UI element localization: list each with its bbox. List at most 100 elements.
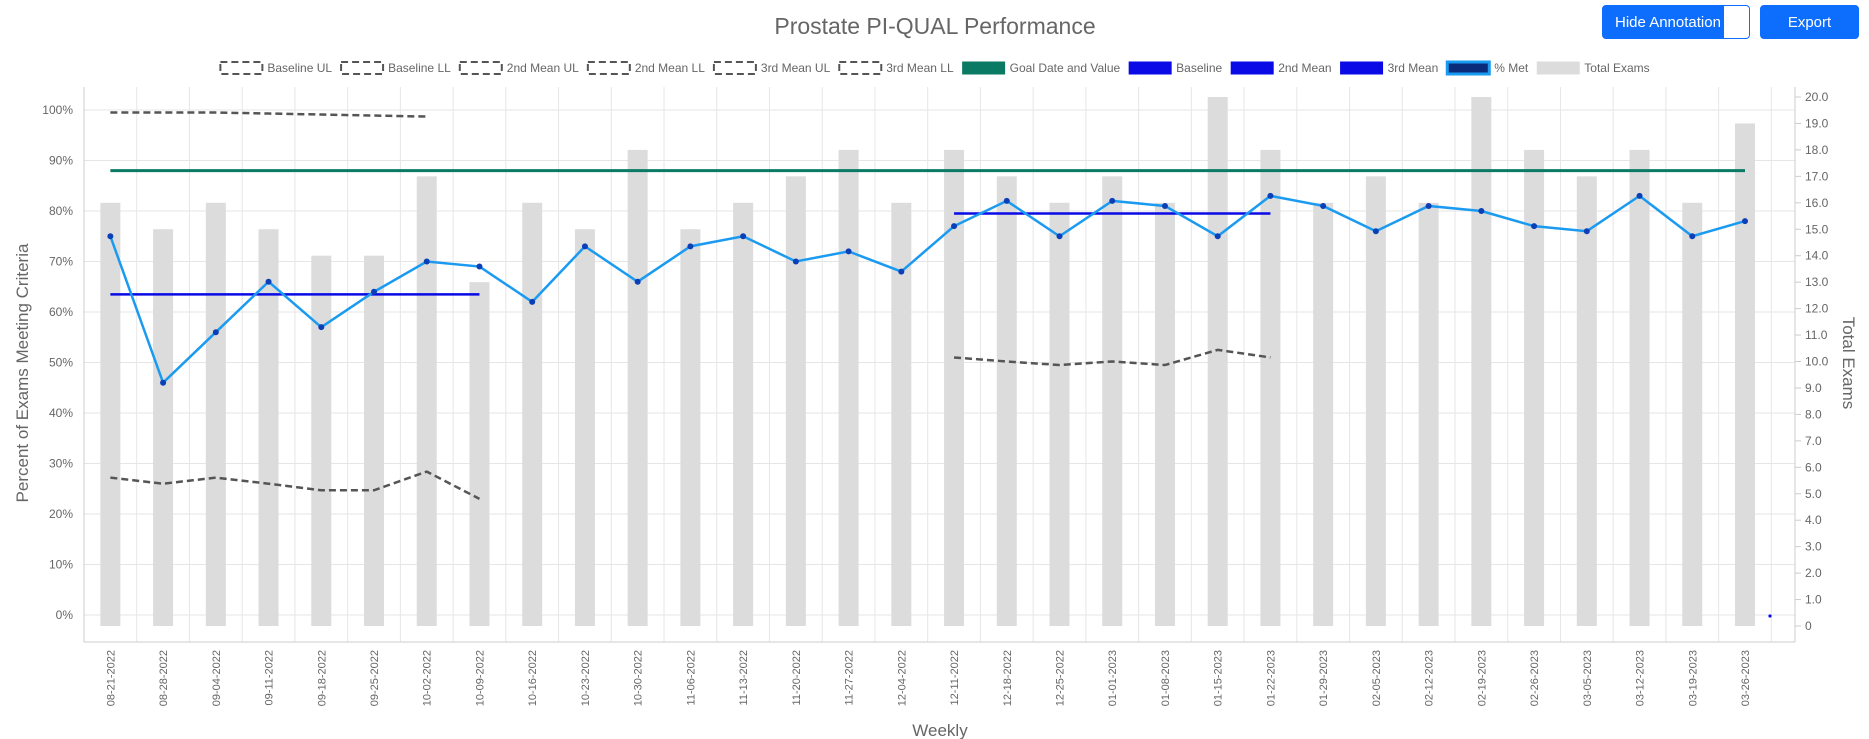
legend-item: 2nd Mean [1230, 61, 1332, 75]
percent-met-point [1109, 197, 1116, 204]
legend-swatch [962, 61, 1006, 75]
percent-met-point [1478, 208, 1485, 214]
x-tick-label: 03-12-2023 [1635, 650, 1647, 706]
percent-met-point [423, 258, 430, 265]
x-tick-label: 09-18-2022 [316, 650, 328, 706]
legend-swatch [1230, 61, 1274, 75]
chart-title: Prostate PI-QUAL Performance [774, 13, 1095, 39]
total-exams-bar [1471, 97, 1492, 626]
x-tick-label: 12-25-2022 [1055, 650, 1067, 706]
y2-tick-label: 6.0 [1805, 460, 1822, 474]
percent-met-point [581, 243, 588, 250]
total-exams-bar [1629, 149, 1650, 626]
legend-swatch [586, 61, 631, 75]
stray-point [1768, 614, 1772, 618]
legend-label: Total Exams [1584, 61, 1649, 75]
total-exams-bar [522, 202, 543, 627]
legend-item: Goal Date and Value [962, 61, 1120, 75]
percent-met-point [107, 233, 114, 240]
legend-label: 2nd Mean UL [507, 61, 579, 75]
y2-tick-label: 15.0 [1805, 222, 1829, 236]
total-exams-bar [1365, 176, 1386, 626]
percent-met-point [1742, 218, 1748, 225]
legend-item: % Met [1445, 60, 1529, 76]
legend-swatch [1536, 61, 1580, 75]
percent-met-line [107, 192, 1748, 386]
hide-annotation-button[interactable]: Hide Annotation [1602, 5, 1750, 39]
total-exams-bar [1313, 202, 1334, 627]
total-exams-bar [1576, 176, 1597, 626]
percent-met-point [1056, 233, 1063, 240]
x-tick-label: 08-21-2022 [105, 650, 117, 706]
y-axis-title: Percent of Exams Meeting Criteria [13, 243, 32, 502]
x-tick-label: 11-06-2022 [685, 650, 697, 705]
x-tick-label: 11-20-2022 [791, 650, 803, 705]
x-tick-label: 01-15-2023 [1213, 650, 1225, 706]
total-exams-bar [311, 255, 332, 626]
percent-met-point [845, 248, 852, 255]
x-tick-label: 08-28-2022 [158, 650, 170, 706]
2nd-mean-ll-line [953, 348, 1271, 367]
total-exams-bar [574, 229, 595, 626]
percent-met-point [1689, 233, 1696, 240]
annotation-toggle[interactable] [1723, 6, 1749, 38]
percent-met-point [1636, 192, 1643, 199]
total-exams-bar [1102, 176, 1123, 626]
y2-tick-label: 19.0 [1805, 116, 1829, 130]
legend-swatch [1445, 60, 1491, 76]
y2-tick-label: 18.0 [1805, 143, 1829, 157]
x-tick-label: 01-01-2023 [1107, 650, 1119, 706]
x-tick-label: 01-29-2023 [1318, 650, 1330, 706]
percent-met-point [529, 298, 536, 305]
percent-met-point [1583, 228, 1590, 235]
total-exams-bar [785, 176, 806, 626]
y-tick-label: 40% [49, 406, 73, 420]
percent-met-point [160, 379, 167, 386]
x-tick-label: 10-09-2022 [474, 650, 486, 706]
x-tick-label: 02-12-2023 [1424, 650, 1436, 706]
hide-annotation-label: Hide Annotation [1615, 13, 1721, 31]
x-tick-label: 01-08-2023 [1160, 650, 1172, 706]
x-tick-label: 01-22-2023 [1265, 650, 1277, 706]
x-tick-label: 03-19-2023 [1687, 650, 1699, 706]
y2-tick-label: 1.0 [1805, 593, 1822, 607]
percent-met-point [1531, 223, 1538, 230]
x-tick-label: 02-26-2023 [1529, 650, 1541, 706]
percent-met-point [1003, 197, 1010, 204]
legend-item: Baseline UL [219, 61, 332, 75]
percent-met-point [951, 223, 958, 230]
legend-label: 2nd Mean LL [635, 61, 705, 75]
legend-label: 3rd Mean UL [761, 61, 831, 75]
total-exams-bars [100, 97, 1755, 627]
percent-met-point [1161, 202, 1168, 209]
y-tick-label: 0% [56, 608, 74, 622]
export-button[interactable]: Export [1760, 5, 1859, 39]
percent-met-point [1320, 202, 1327, 209]
y2-tick-label: 4.0 [1805, 513, 1822, 527]
y2-tick-label: 20.0 [1805, 90, 1829, 104]
x-tick-label: 12-18-2022 [1002, 650, 1014, 706]
y2-tick-label: 16.0 [1805, 196, 1829, 210]
total-exams-bar [1735, 123, 1755, 626]
total-exams-bar [1049, 202, 1070, 627]
total-exams-bar [838, 149, 859, 626]
legend-item: 3rd Mean UL [712, 61, 831, 75]
total-exams-bar [996, 176, 1017, 626]
y2-tick-label: 2.0 [1805, 566, 1822, 580]
legend-label: % Met [1494, 61, 1529, 75]
percent-met-point [476, 263, 483, 270]
legend-label: 2nd Mean [1278, 61, 1331, 75]
y2-tick-label: 5.0 [1805, 487, 1822, 501]
total-exams-bar [1260, 149, 1281, 626]
percent-met-point [265, 278, 272, 285]
y-tick-label: 30% [49, 457, 73, 471]
x-tick-label: 10-23-2022 [580, 650, 592, 706]
total-exams-bar [680, 229, 701, 626]
legend-swatch [340, 61, 385, 75]
x-tick-label: 11-13-2022 [738, 650, 750, 705]
legend-item: 2nd Mean LL [586, 61, 705, 75]
total-exams-bar [1682, 202, 1703, 627]
total-exams-bar [100, 202, 121, 627]
y2-tick-label: 10.0 [1805, 355, 1829, 369]
x-tick-label: 03-05-2023 [1582, 650, 1594, 706]
